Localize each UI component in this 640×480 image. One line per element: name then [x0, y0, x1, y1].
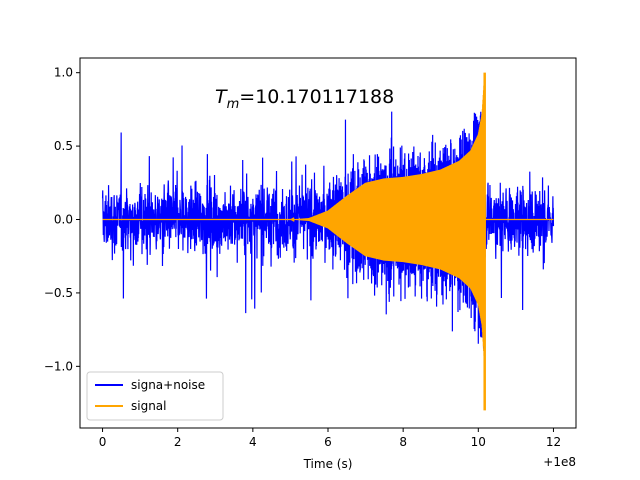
series-signal	[102, 72, 554, 411]
legend-label-signal: signal	[131, 399, 167, 413]
y-tick-label: −1.0	[44, 359, 73, 373]
title-value: =10.170117188	[239, 86, 394, 108]
title-main: T	[215, 86, 228, 108]
legend-label-signa-noise: signa+noise	[131, 378, 205, 392]
y-tick-label: 0.0	[54, 213, 73, 227]
x-tick-label: 2	[174, 435, 182, 449]
x-tick-label: 10	[471, 435, 486, 449]
x-tick-label: 8	[399, 435, 407, 449]
x-axis-label: Time (s)	[303, 457, 353, 471]
x-tick-label: 4	[249, 435, 257, 449]
y-tick-label: 1.0	[54, 66, 73, 80]
y-tick-label: −0.5	[44, 286, 73, 300]
y-tick-label: 0.5	[54, 139, 73, 153]
legend: signa+noise signal	[86, 371, 224, 421]
chart-title: Tm=10.170117188	[215, 86, 394, 112]
x-axis: 0 2 4 6 8 10 12	[99, 428, 561, 449]
x-tick-label: 0	[99, 435, 107, 449]
x-tick-label: 6	[324, 435, 332, 449]
x-offset-label: +1e8	[543, 455, 576, 469]
signal-line	[102, 76, 554, 366]
x-tick-label: 12	[546, 435, 561, 449]
title-sub: m	[227, 97, 240, 112]
y-axis: −1.0 −0.5 0.0 0.5 1.0	[44, 66, 80, 373]
